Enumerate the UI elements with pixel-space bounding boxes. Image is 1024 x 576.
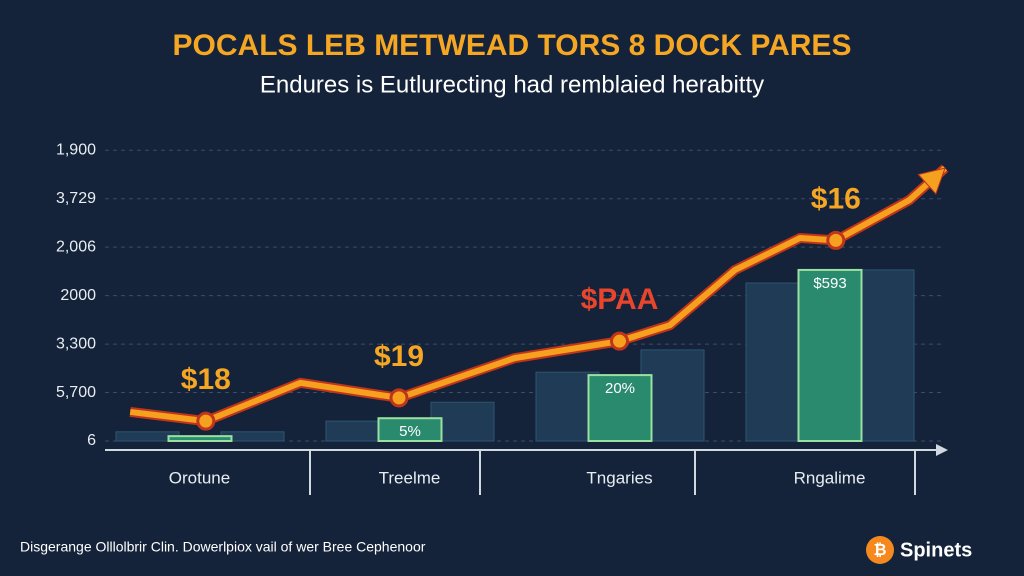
x-tick-label: Rngalime xyxy=(794,468,866,487)
brand-icon xyxy=(866,536,894,564)
line-marker xyxy=(826,230,846,250)
x-tick-label: Treelme xyxy=(379,468,441,487)
bar-label: 5% xyxy=(399,423,421,440)
y-tick-label: 3,729 xyxy=(56,190,96,207)
line-label: $16 xyxy=(811,182,861,215)
bar xyxy=(797,268,863,442)
line-arrowhead xyxy=(917,167,946,195)
bar xyxy=(587,374,653,443)
bar xyxy=(377,417,443,443)
separators xyxy=(309,450,916,495)
y-tick-label: 2000 xyxy=(60,287,96,304)
line-marker xyxy=(610,331,629,351)
brand-icon-glyph: ₿ xyxy=(873,541,886,559)
line xyxy=(129,165,948,425)
y-tick-label: 1,900 xyxy=(56,141,96,158)
chart-subtitle: Endures is Eutlurecting had remblaied he… xyxy=(260,71,764,98)
brand: Spinets xyxy=(900,539,972,561)
bar xyxy=(167,435,233,442)
bar-label: 20% xyxy=(605,380,635,397)
footer: Disgerange Olllolbrir Clin. Dowerlpiox v… xyxy=(20,539,426,555)
y-tick-label: 3,300 xyxy=(56,335,96,352)
y-tick-label: 2,006 xyxy=(56,238,96,255)
bar-label: $593 xyxy=(813,275,846,292)
chart-title: POCALS LEB METWEAD TORS 8 DOCK PARES xyxy=(173,29,852,62)
line-label: $19 xyxy=(374,340,424,373)
x-axis-arrow xyxy=(936,444,948,456)
x-tick-label: Orotune xyxy=(169,468,230,487)
line-label: $18 xyxy=(181,363,231,396)
line-marker xyxy=(196,411,216,431)
line-marker xyxy=(389,388,409,408)
line-label: $PAA xyxy=(581,283,659,316)
x-tick-label: Tngaries xyxy=(586,468,652,487)
y-tick-label: 6 xyxy=(87,432,96,449)
y-tick-label: 5,700 xyxy=(56,384,96,401)
